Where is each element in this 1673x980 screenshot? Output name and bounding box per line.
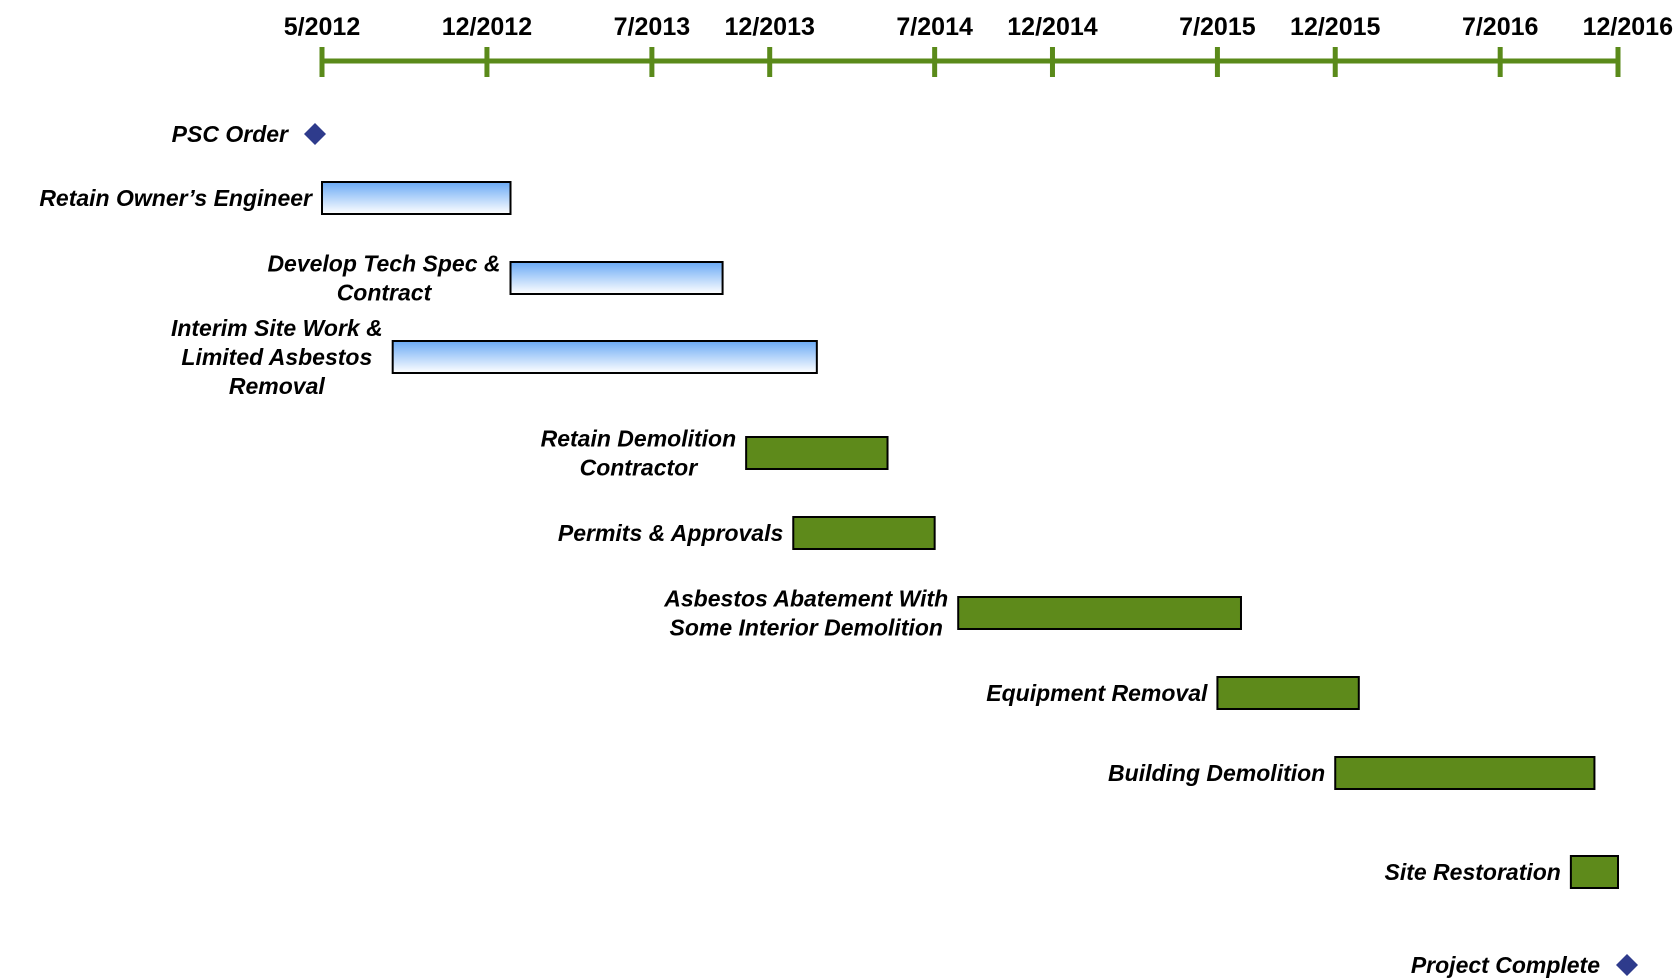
task-row: PSC Order [172, 121, 326, 147]
axis-tick-label: 7/2014 [896, 13, 973, 41]
task-label: Contractor [580, 455, 699, 481]
task-label: Contract [337, 280, 433, 306]
task-label: Retain Demolition [541, 426, 737, 452]
task-label: Project Complete [1411, 952, 1600, 978]
task-row: Interim Site Work & Limited Asbestos Remov… [171, 315, 818, 399]
axis-tick-label: 7/2016 [1462, 13, 1538, 41]
task-label: Building Demolition [1108, 760, 1325, 786]
task-label: Limited Asbestos [181, 344, 372, 370]
task-bar [1569, 855, 1619, 889]
task-label: Site Restoration [1384, 859, 1560, 885]
task-bar [321, 181, 512, 215]
task-label: Develop Tech Spec & [267, 251, 500, 277]
milestone-marker [304, 123, 326, 145]
axis-tick-label: 7/2013 [614, 13, 690, 41]
task-row: Retain Owner’s Engineer [39, 181, 512, 215]
task-row: Asbestos Abatement With Some Interior Dem… [663, 586, 1242, 641]
task-bar [957, 596, 1242, 630]
task-label: Interim Site Work & [171, 315, 383, 341]
axis-tick-label: 12/2014 [1007, 13, 1097, 41]
task-row: Project Complete [1411, 952, 1638, 978]
task-row: Equipment Removal [986, 676, 1360, 710]
axis-tick-label: 12/2013 [725, 13, 815, 41]
task-label: Permits & Approvals [558, 520, 783, 546]
task-label: Asbestos Abatement With [663, 586, 948, 612]
axis-tick-label: 12/2012 [442, 13, 532, 41]
task-label: PSC Order [172, 121, 289, 147]
task-row: Develop Tech Spec & Contract [267, 251, 724, 306]
task-bar [792, 516, 936, 550]
task-bar [745, 436, 889, 470]
task-bar [509, 261, 724, 295]
axis-tick-label: 12/2015 [1290, 13, 1380, 41]
task-label: Equipment Removal [986, 680, 1208, 706]
axis-tick-label: 5/2012 [284, 13, 360, 41]
axis-tick-label: 12/2016 [1583, 13, 1673, 41]
milestone-marker [1616, 954, 1638, 976]
task-row: Building Demolition [1108, 756, 1596, 790]
task-label: Removal [229, 373, 325, 399]
task-row: Permits & Approvals [558, 516, 936, 550]
task-row: Retain Demolition Contractor [541, 426, 889, 481]
task-row: Site Restoration [1384, 855, 1619, 889]
timeline-axis: 5/2012 12/2012 7/2013 12/2013 7/2014 12/2014 7… [284, 13, 1673, 77]
task-bar [1216, 676, 1360, 710]
task-bar [1334, 756, 1596, 790]
task-label: Retain Owner’s Engineer [39, 185, 313, 211]
axis-tick-label: 7/2015 [1179, 13, 1256, 41]
task-bar [391, 340, 818, 374]
task-label: Some Interior Demolition [670, 615, 943, 641]
task-rows: PSC Order Retain Owner’s Engineer Develop … [39, 121, 1638, 978]
